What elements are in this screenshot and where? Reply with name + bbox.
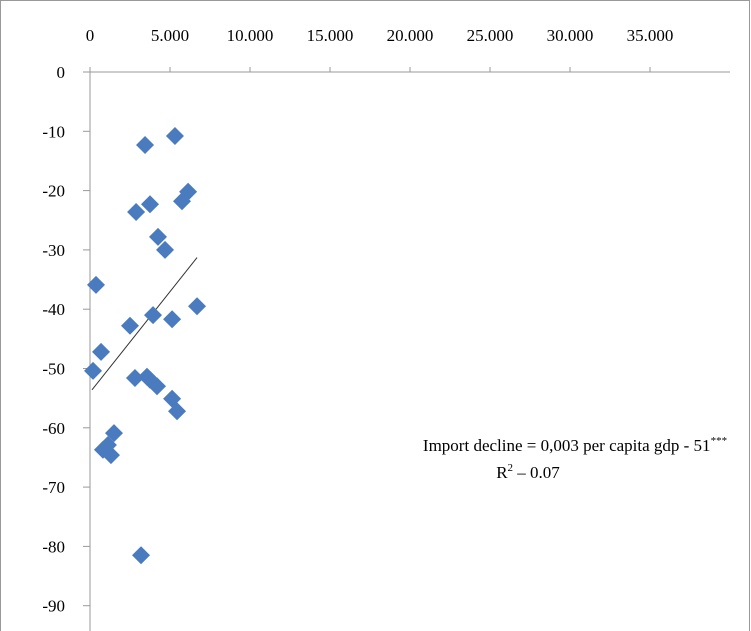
point	[163, 310, 182, 329]
point	[127, 202, 146, 221]
point	[188, 297, 207, 316]
point	[87, 275, 105, 294]
point	[148, 377, 167, 396]
annotation-sup: ***	[711, 435, 728, 447]
point	[92, 342, 111, 361]
annotation-text: Import decline = 0,003 per capita gdp - …	[423, 436, 711, 455]
y-tick-label: -20	[42, 182, 65, 201]
y-tick-label: -60	[42, 419, 65, 438]
y-tick-label: -90	[42, 597, 65, 616]
y-tick-label: -70	[42, 478, 65, 497]
x-tick-label: 30.000	[547, 26, 594, 45]
point	[125, 368, 144, 387]
point	[165, 127, 184, 146]
annotation-text: – 0.07	[513, 463, 560, 482]
annotation-text: R	[496, 463, 508, 482]
point	[173, 192, 191, 211]
y-tick-label: -80	[42, 537, 65, 556]
point	[101, 446, 120, 465]
annotation: Import decline = 0,003 per capita gdp - …	[423, 435, 727, 455]
point	[84, 361, 103, 380]
x-tick-label: 20.000	[387, 26, 434, 45]
y-tick-label: -10	[42, 122, 65, 141]
y-tick-label: -30	[42, 241, 65, 260]
x-tick-label: 0	[86, 26, 95, 45]
point	[156, 240, 175, 259]
annotation-r2: R2 – 0.07	[496, 462, 560, 482]
annotation-sup: 2	[508, 462, 514, 474]
trendline	[91, 257, 198, 391]
point	[136, 135, 155, 154]
point	[144, 306, 163, 325]
x-tick-label: 5.000	[151, 26, 189, 45]
y-tick-label: 0	[57, 63, 66, 82]
y-tick-label: -40	[42, 300, 65, 319]
point	[149, 227, 167, 246]
point	[168, 402, 187, 421]
x-tick-label: 10.000	[227, 26, 274, 45]
point	[132, 546, 151, 565]
point	[121, 316, 139, 335]
x-tick-label: 15.000	[307, 26, 354, 45]
x-tick-label: 35.000	[627, 26, 674, 45]
x-tick-label: 25.000	[467, 26, 514, 45]
point	[141, 195, 159, 214]
y-tick-label: -50	[42, 360, 65, 379]
